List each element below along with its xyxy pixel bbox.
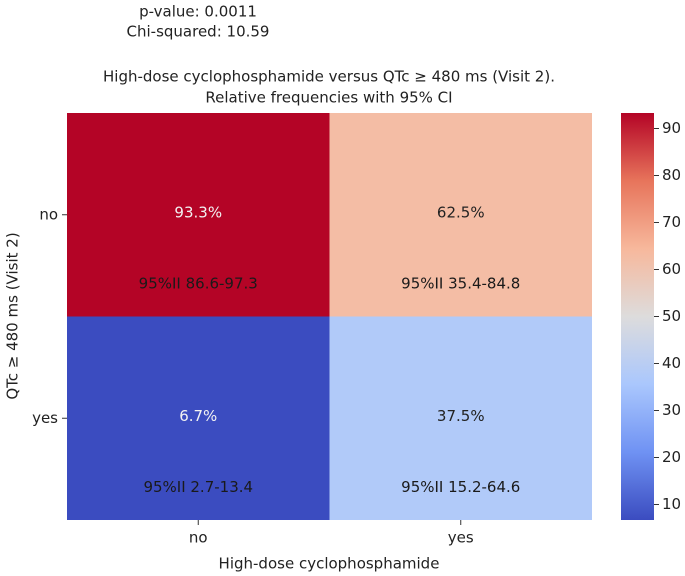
colorbar-tick-label: 50 (662, 307, 681, 325)
chart-subtitle: Relative frequencies with 95% CI (205, 89, 452, 107)
y-tick-label: yes (32, 409, 58, 427)
y-axis-label: QTc ≥ 480 ms (Visit 2) (4, 232, 22, 399)
value-label: 93.3% (174, 203, 222, 221)
stat-text: Chi-squared: 10.59 (127, 23, 270, 41)
ci-label: 95%II 2.7-13.4 (143, 478, 253, 496)
ci-label: 95%II 15.2-64.6 (401, 478, 520, 496)
y-tick-label: no (39, 205, 58, 223)
colorbar (621, 113, 654, 520)
heatmap-cell (329, 113, 592, 317)
colorbar-tick-label: 70 (662, 213, 681, 231)
value-label: 6.7% (179, 407, 217, 425)
stat-text: p-value: 0.0011 (139, 3, 257, 21)
chart-title: High-dose cyclophosphamide versus QTc ≥ … (103, 68, 555, 86)
colorbar-tick-label: 20 (662, 448, 681, 466)
colorbar-tick-label: 80 (662, 166, 681, 184)
colorbar-tick-label: 60 (662, 260, 681, 278)
ci-label: 95%II 35.4-84.8 (401, 274, 520, 292)
x-axis-label: High-dose cyclophosphamide (219, 555, 440, 573)
heatmap-cell (329, 316, 592, 520)
colorbar-tick-label: 40 (662, 354, 681, 372)
value-label: 37.5% (437, 407, 485, 425)
colorbar-tick-label: 90 (662, 119, 681, 137)
heatmap-cell (67, 113, 330, 317)
colorbar-tick-label: 30 (662, 401, 681, 419)
colorbar-tick-label: 10 (662, 495, 681, 513)
ci-label: 95%II 86.6-97.3 (139, 274, 258, 292)
x-tick-label: yes (448, 529, 474, 547)
value-label: 62.5% (437, 203, 485, 221)
heatmap-cell (67, 316, 330, 520)
x-tick-label: no (189, 529, 208, 547)
